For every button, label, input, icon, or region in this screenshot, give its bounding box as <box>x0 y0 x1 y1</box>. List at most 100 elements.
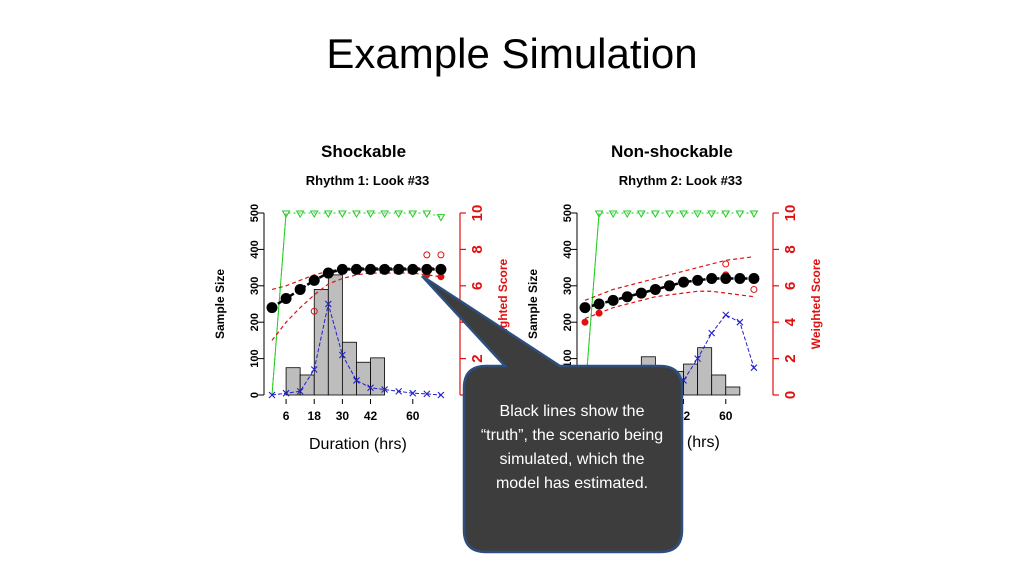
blue-series-point <box>381 386 389 393</box>
green-series-point <box>422 210 432 218</box>
left-axis-tick-label: 200 <box>249 313 261 331</box>
green-series-point <box>309 210 319 218</box>
blue-series-point <box>708 329 716 337</box>
green-series-point <box>295 210 305 218</box>
x-axis-tick-label: 42 <box>364 409 378 423</box>
chart-title: Rhythm 1: Look #33 <box>306 173 430 188</box>
green-series-point <box>735 210 745 218</box>
green-series-point <box>436 214 446 222</box>
blue-series-point <box>736 318 744 326</box>
blue-series-point <box>423 390 431 398</box>
right-axis-tick-label: 6 <box>469 282 486 290</box>
right-axis-tick-label: 4 <box>782 317 799 326</box>
left-axis-title: Sample Size <box>213 269 227 339</box>
truth-point <box>607 294 619 306</box>
x-axis-tick-label: 60 <box>406 409 420 423</box>
slide-title: Example Simulation <box>326 30 698 77</box>
blue-series-point <box>367 384 374 392</box>
truth-point <box>322 267 334 279</box>
green-series-point <box>281 210 291 218</box>
right-axis-tick-label: 10 <box>782 205 799 222</box>
truth-point <box>706 273 718 285</box>
truth-point <box>308 274 320 286</box>
left-axis-tick-label: 0 <box>249 392 261 398</box>
green-series-point <box>721 210 731 218</box>
rhythm-1-chart: Rhythm 1: Look #33 0 100 200 300 400 500 Sample… <box>213 173 510 423</box>
green-series-point <box>651 210 660 218</box>
blue-series-point <box>409 389 417 397</box>
histogram-bar <box>327 274 343 396</box>
x-axis-tick-label: 30 <box>336 409 350 423</box>
green-series-point <box>608 210 618 218</box>
shockable-label: Shockable <box>321 142 407 161</box>
truth-point <box>336 263 348 275</box>
left-axis-tick-label: 200 <box>562 313 574 331</box>
truth-point <box>379 263 391 275</box>
green-series-point <box>707 210 717 218</box>
green-series-point <box>665 210 674 218</box>
red-point <box>722 260 730 268</box>
truth-point <box>748 273 760 285</box>
right-axis-tick-label: 2 <box>469 354 486 362</box>
left-axis-tick-label: 100 <box>562 349 574 367</box>
lower-band-line <box>271 272 442 341</box>
green-series-point <box>749 210 759 218</box>
left-axis-tick-label: 500 <box>249 204 261 222</box>
blue-series-point <box>395 387 403 395</box>
x-axis-tick-label: 6 <box>283 409 290 423</box>
left-axis-tick-label: 300 <box>562 277 574 295</box>
blue-series-point <box>310 366 318 373</box>
green-series-point <box>366 210 375 218</box>
blue-series-point <box>324 300 332 308</box>
red-point <box>437 251 445 259</box>
left-axis-tick-label: 400 <box>562 240 574 258</box>
truth-point <box>393 263 405 275</box>
green-series-point <box>408 210 418 218</box>
blue-series-point <box>722 311 730 319</box>
truth-point <box>635 287 647 299</box>
truth-point <box>720 273 732 285</box>
green-series-point <box>394 210 404 218</box>
left-axis-tick-label: 300 <box>249 277 261 295</box>
green-series-point <box>352 210 361 218</box>
upper-band-line <box>584 256 755 301</box>
green-series-line <box>271 212 442 396</box>
right-axis-tick-label: 6 <box>782 282 799 290</box>
truth-point <box>407 263 419 275</box>
blue-series-point <box>282 389 290 397</box>
truth-point <box>294 283 306 295</box>
green-series-line <box>584 212 754 396</box>
truth-point <box>365 263 377 275</box>
truth-point <box>266 302 278 314</box>
red-point <box>595 309 603 317</box>
right-axis-tick-label: 2 <box>782 354 799 362</box>
green-series-point <box>594 210 604 218</box>
non-shockable-label: Non-shockable <box>611 142 733 161</box>
truth-point <box>350 263 362 275</box>
truth-point <box>593 298 605 310</box>
green-series-point <box>622 210 632 218</box>
left-x-axis-label: Duration (hrs) <box>309 436 407 453</box>
lower-band-line <box>584 290 755 320</box>
chart-title: Rhythm 2: Look #33 <box>619 173 743 188</box>
histogram-bar <box>725 386 741 396</box>
histogram-bar <box>370 357 386 396</box>
x-axis-tick-label: 18 <box>308 409 322 423</box>
truth-point <box>280 293 292 305</box>
truth-point <box>649 283 661 295</box>
red-point <box>423 251 431 259</box>
green-series-point <box>679 210 688 218</box>
right-axis-tick-label: 8 <box>469 245 486 253</box>
right-axis-title: Weighted Score <box>809 258 823 349</box>
left-axis-tick-label: 500 <box>562 204 574 222</box>
blue-series-point <box>353 377 360 384</box>
left-axis-title: Sample Size <box>526 269 540 339</box>
red-point <box>310 307 318 315</box>
x-axis-tick-label: 60 <box>719 409 733 423</box>
green-series-point <box>323 210 333 218</box>
truth-point <box>435 263 447 275</box>
left-axis-tick-label: 100 <box>249 349 261 367</box>
blue-series-point <box>296 387 304 395</box>
red-point <box>750 285 758 293</box>
